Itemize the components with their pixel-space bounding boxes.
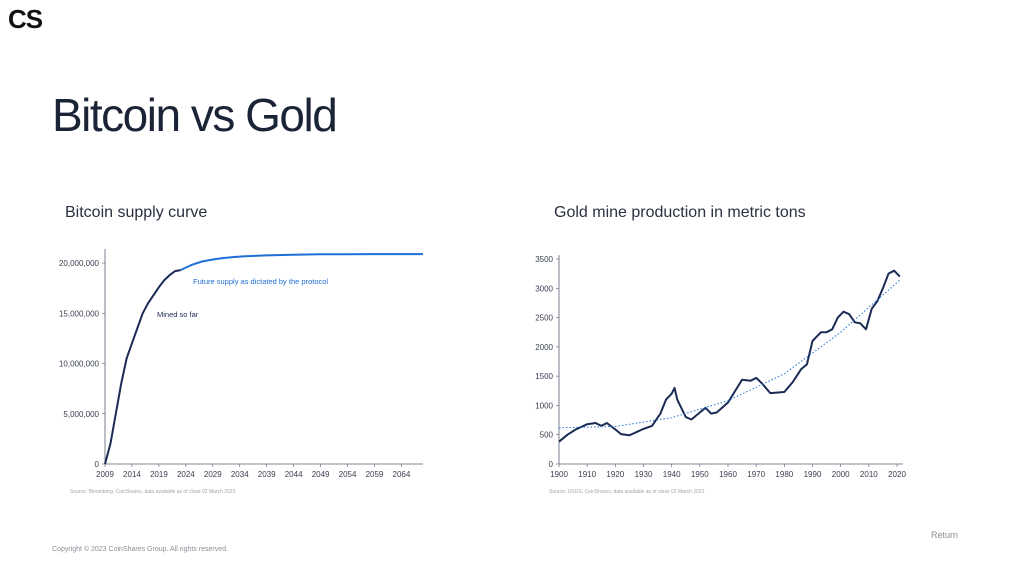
x-tick-label: 1980 [775, 470, 793, 479]
x-tick-label: 1930 [635, 470, 653, 479]
x-tick-label: 2009 [96, 470, 114, 479]
x-tick-label: 1910 [578, 470, 596, 479]
x-tick-label: 1960 [719, 470, 737, 479]
series-line-0 [104, 269, 181, 465]
y-tick-label: 0 [549, 460, 554, 469]
x-tick-label: 1990 [804, 470, 822, 479]
x-tick-label: 2024 [177, 470, 195, 479]
series-line-0 [558, 269, 901, 443]
annotation-future-supply: Future supply as dictated by the protoco… [193, 277, 328, 286]
y-tick-label: 500 [540, 431, 554, 440]
x-tick-label: 1920 [606, 470, 624, 479]
annotation-mined: Mined so far [157, 310, 199, 319]
x-tick-label: 2020 [888, 470, 906, 479]
series-line-1 [180, 253, 423, 272]
x-tick-label: 2039 [258, 470, 276, 479]
x-tick-label: 1970 [747, 470, 765, 479]
return-link[interactable]: Return [931, 530, 959, 540]
y-tick-label: 1500 [535, 372, 553, 381]
x-tick-label: 2029 [204, 470, 222, 479]
y-tick-label: 0 [95, 460, 100, 469]
x-tick-label: 2010 [860, 470, 878, 479]
source-note-gold: Source: USGS, CoinShares, data available… [549, 489, 705, 495]
chart-title-bitcoin: Bitcoin supply curve [65, 204, 208, 221]
x-tick-label: 2049 [312, 470, 330, 479]
x-tick-label: 2019 [150, 470, 168, 479]
series-line-1 [558, 279, 901, 429]
source-note-bitcoin: Source: Bloomberg, CoinShares, data avai… [70, 489, 236, 495]
y-tick-label: 20,000,000 [59, 259, 100, 268]
y-tick-label: 5,000,000 [63, 410, 99, 419]
x-tick-label: 1940 [663, 470, 681, 479]
y-tick-label: 3500 [535, 255, 553, 264]
y-tick-label: 10,000,000 [59, 360, 100, 369]
y-tick-label: 15,000,000 [59, 309, 100, 318]
chart-title-gold: Gold mine production in metric tons [554, 204, 806, 221]
x-tick-label: 2044 [285, 470, 303, 479]
x-tick-label: 2000 [832, 470, 850, 479]
x-tick-label: 1900 [550, 470, 568, 479]
x-tick-label: 2064 [393, 470, 411, 479]
x-tick-label: 2034 [231, 470, 249, 479]
page-title: Bitcoin vs Gold [52, 89, 338, 141]
brand-logo: CS [8, 4, 43, 34]
copyright-text: Copyright © 2023 CoinShares Group. All r… [52, 546, 228, 553]
y-tick-label: 3000 [535, 284, 553, 293]
y-tick-label: 1000 [535, 401, 553, 410]
x-tick-label: 1950 [691, 470, 709, 479]
y-tick-label: 2000 [535, 343, 553, 352]
x-tick-label: 2059 [366, 470, 384, 479]
x-tick-label: 2014 [123, 470, 141, 479]
x-tick-label: 2054 [339, 470, 357, 479]
y-tick-label: 2500 [535, 314, 553, 323]
